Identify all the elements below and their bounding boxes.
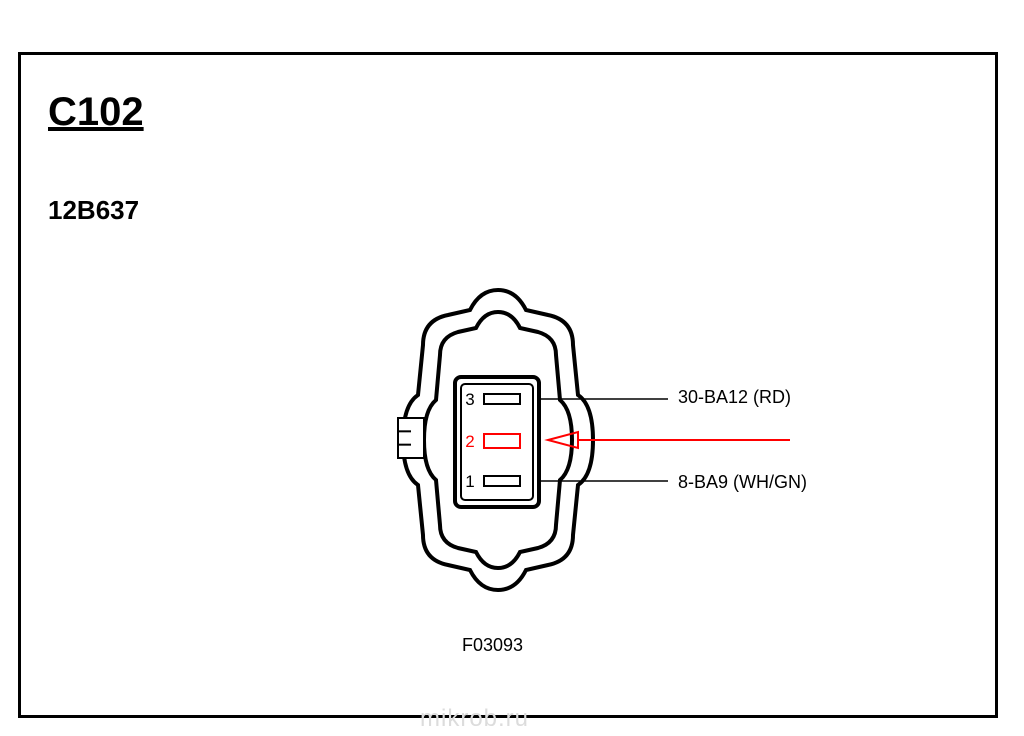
connector-side-tab: [398, 418, 424, 458]
pin-number: 2: [465, 432, 474, 451]
pin-callout-label: 30-BA12 (RD): [678, 387, 791, 408]
page: C102 12B637 F03093 mikrob.ru 321 30-BA12…: [0, 0, 1024, 736]
pin-callout-label: 8-BA9 (WH/GN): [678, 472, 807, 493]
pin-number: 1: [465, 472, 474, 491]
pin-number: 3: [465, 390, 474, 409]
diagram-svg: 3 2 1: [0, 0, 1024, 736]
